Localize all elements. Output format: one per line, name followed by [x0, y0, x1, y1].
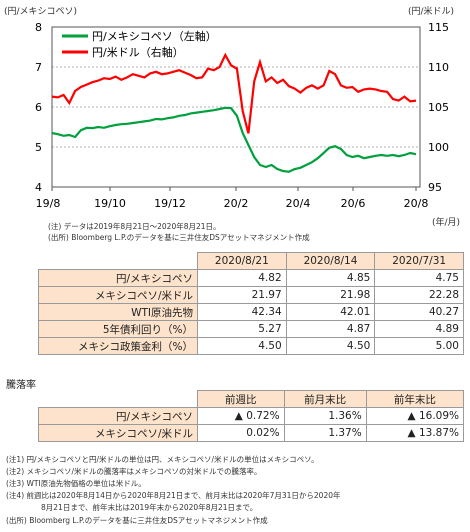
left-axis-unit: (円/メキシコペソ)	[4, 7, 78, 17]
table1-header: 2020/8/14	[285, 252, 376, 270]
cell: ▲ 13.87%	[365, 424, 465, 442]
x-tick-label: 20/4	[286, 197, 311, 210]
table1-header: 2020/8/21	[197, 252, 287, 270]
chart-source: (出所) Bloomberg L.P.のデータを基に三井住友DSアセットマネジメ…	[48, 233, 310, 242]
right-axis-unit: (円/米ドル)	[408, 7, 455, 17]
table1-row: 円/メキシコペソ 4.82 4.85 4.75	[38, 269, 464, 287]
row-label: メキシコペソ/米ドル	[38, 424, 198, 442]
change-rate-table: 前週比 前月末比 前年末比 円/メキシコペソ ▲ 0.72% 1.36% ▲ 1…	[38, 390, 465, 442]
cell: 4.50	[197, 337, 287, 355]
table1-row: メキシコ政策金利（%） 4.50 4.50 5.00	[38, 337, 464, 355]
change-rate-title: 騰落率	[6, 380, 36, 391]
note-4: (注4) 前週比は2020年8月14日から2020年8月21日まで、前月末比は2…	[6, 491, 341, 500]
x-axis-unit: (年/月)	[432, 218, 461, 228]
cell: ▲ 0.72%	[197, 407, 285, 425]
market-data-table: 2020/8/21 2020/8/14 2020/7/31 円/メキシコペソ 4…	[38, 252, 464, 355]
chart-note: (注) データは2019年8月21日～2020年8月21日。	[48, 222, 221, 231]
cell: ▲ 16.09%	[365, 407, 465, 425]
table1-header: 2020/7/31	[374, 252, 464, 270]
y-left-tick-label: 4	[35, 181, 42, 194]
y-right-tick-label: 110	[428, 61, 449, 74]
cell: 21.97	[197, 286, 287, 304]
cell: 0.02%	[197, 424, 285, 442]
cell: 4.85	[285, 269, 376, 287]
source-note: (出所) Bloomberg L.P.のデータを基に三井住友DSアセットマネジメ…	[6, 516, 268, 525]
table2-row: メキシコペソ/米ドル 0.02% 1.37% ▲ 13.87%	[38, 424, 465, 442]
row-label: 5年債利回り（%）	[38, 320, 198, 338]
line-chart: 8 7 6 5 4 115 110 105 100 95 19/8 19/10 19/12 20/2 20/…	[35, 21, 449, 210]
table2-header: 前年末比	[365, 390, 465, 408]
y-left-tick-label: 5	[35, 141, 42, 154]
cell: 5.27	[197, 320, 287, 338]
table1-row: 5年債利回り（%） 5.27 4.87 4.89	[38, 320, 464, 338]
legend-label-usd: 円/米ドル（右軸）	[92, 45, 184, 59]
cell: 4.75	[374, 269, 464, 287]
row-label: メキシコ政策金利（%）	[38, 337, 198, 355]
x-tick-label: 19/8	[36, 197, 61, 210]
x-tick-label: 20/2	[224, 197, 249, 210]
row-label: 円/メキシコペソ	[38, 407, 198, 425]
legend: 円/メキシコペソ（左軸） 円/米ドル（右軸）	[62, 29, 217, 59]
row-label: メキシコペソ/米ドル	[38, 286, 198, 304]
note-4-cont: 8月21日まで、前年末比は2019年末から2020年8月21日まで。	[41, 503, 258, 512]
table2-header: 前月末比	[283, 390, 367, 408]
cell: 5.00	[374, 337, 464, 355]
y-left-tick-label: 6	[35, 101, 42, 114]
row-label: WTI原油先物	[38, 303, 198, 321]
cell: 40.27	[374, 303, 464, 321]
note-3: (注3) WTI原油先物価格の単位は米ドル。	[6, 479, 146, 488]
cell: 4.87	[285, 320, 376, 338]
legend-label-peso: 円/メキシコペソ（左軸）	[92, 29, 217, 43]
cell: 4.89	[374, 320, 464, 338]
cell: 4.50	[285, 337, 376, 355]
table1-row: メキシコペソ/米ドル 21.97 21.98 22.28	[38, 286, 464, 304]
table1-row: WTI原油先物 42.34 42.01 40.27	[38, 303, 464, 321]
x-tick-label: 19/12	[154, 197, 186, 210]
cell: 22.28	[374, 286, 464, 304]
cell: 1.36%	[283, 407, 367, 425]
table2-header: 前週比	[197, 390, 285, 408]
y-right-tick-label: 115	[428, 21, 449, 34]
cell: 42.01	[285, 303, 376, 321]
series-line-peso	[51, 106, 417, 173]
note-1: (注1) 円/メキシコペソと円/米ドルの単位は円、メキシコペソ/米ドルの単位はメ…	[6, 455, 319, 464]
y-right-tick-label: 105	[428, 101, 449, 114]
y-right-tick-label: 100	[428, 141, 449, 154]
cell: 4.82	[197, 269, 287, 287]
x-tick-label: 19/10	[94, 197, 126, 210]
x-tick-label: 20/8	[404, 197, 429, 210]
cell: 21.98	[285, 286, 376, 304]
row-label: 円/メキシコペソ	[38, 269, 198, 287]
y-right-tick-label: 95	[428, 181, 442, 194]
table2-row: 円/メキシコペソ ▲ 0.72% 1.36% ▲ 16.09%	[38, 407, 465, 425]
cell: 1.37%	[283, 424, 367, 442]
cell: 42.34	[197, 303, 287, 321]
y-left-tick-label: 7	[35, 61, 42, 74]
x-tick-label: 20/6	[341, 197, 366, 210]
note-2: (注2) メキシコペソ/米ドルの騰落率はメキシコペソの対米ドルでの騰落率。	[6, 467, 262, 476]
series-line-usd	[51, 52, 417, 134]
y-left-tick-label: 8	[35, 21, 42, 34]
